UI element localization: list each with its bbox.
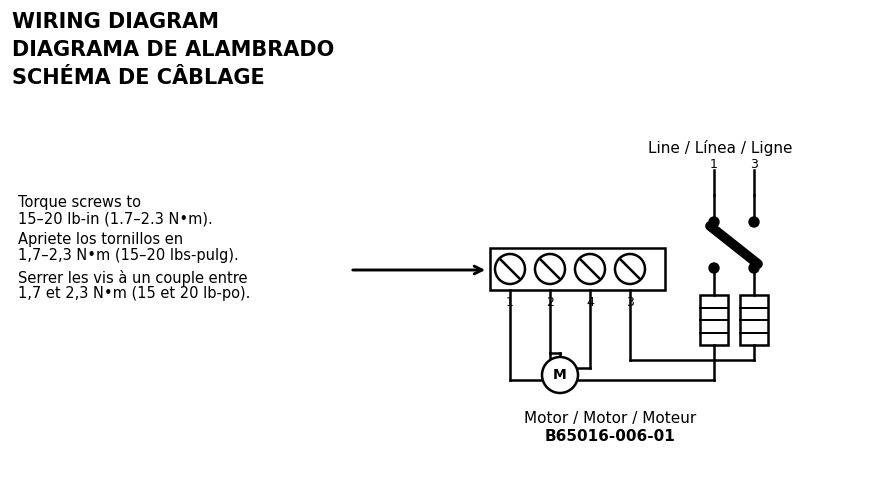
Text: WIRING DIAGRAM: WIRING DIAGRAM xyxy=(12,12,219,32)
Circle shape xyxy=(709,217,719,227)
Circle shape xyxy=(749,263,759,273)
Text: Apriete los tornillos en: Apriete los tornillos en xyxy=(18,232,183,247)
Bar xyxy=(700,295,728,345)
Text: 1,7 et 2,3 N•m (15 et 20 lb-po).: 1,7 et 2,3 N•m (15 et 20 lb-po). xyxy=(18,286,250,301)
Text: B65016-006-01: B65016-006-01 xyxy=(544,429,675,444)
Text: 2: 2 xyxy=(546,296,554,309)
Circle shape xyxy=(749,217,759,227)
Text: Torque screws to: Torque screws to xyxy=(18,195,141,210)
Text: Motor / Motor / Moteur: Motor / Motor / Moteur xyxy=(524,411,696,426)
Text: 1: 1 xyxy=(710,158,718,171)
Text: SCHÉMA DE CÂBLAGE: SCHÉMA DE CÂBLAGE xyxy=(12,68,265,88)
Text: 4: 4 xyxy=(586,296,594,309)
Bar xyxy=(490,248,665,290)
Text: DIAGRAMA DE ALAMBRADO: DIAGRAMA DE ALAMBRADO xyxy=(12,40,334,60)
Text: Line / Línea / Ligne: Line / Línea / Ligne xyxy=(648,140,792,156)
Circle shape xyxy=(575,254,605,284)
Text: 15–20 lb-in (1.7–2.3 N•m).: 15–20 lb-in (1.7–2.3 N•m). xyxy=(18,211,213,226)
Circle shape xyxy=(495,254,525,284)
Bar xyxy=(740,295,768,345)
Text: 1,7–2,3 N•m (15–20 lbs-pulg).: 1,7–2,3 N•m (15–20 lbs-pulg). xyxy=(18,248,239,263)
Text: 3: 3 xyxy=(626,296,634,309)
Circle shape xyxy=(542,357,578,393)
Text: 1: 1 xyxy=(506,296,514,309)
Circle shape xyxy=(709,263,719,273)
Circle shape xyxy=(615,254,645,284)
Text: M: M xyxy=(553,368,567,382)
Circle shape xyxy=(535,254,565,284)
Text: Serrer les vis à un couple entre: Serrer les vis à un couple entre xyxy=(18,270,248,286)
Text: 3: 3 xyxy=(750,158,758,171)
